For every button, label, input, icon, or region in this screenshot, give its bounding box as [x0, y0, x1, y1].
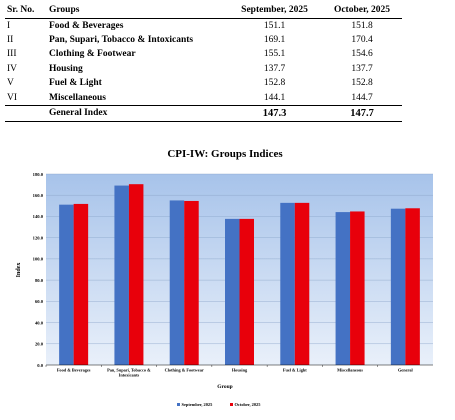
y-tick-label: 160.0	[33, 193, 44, 198]
x-axis-label: Group	[217, 384, 233, 390]
row-sr: II	[7, 35, 14, 46]
row-group: Clothing & Footwear	[49, 49, 136, 60]
x-tick-label: Intoxicants	[119, 373, 140, 378]
row-october-value: 144.7	[351, 92, 373, 103]
legend: September, 2025 October, 2025	[177, 402, 261, 407]
x-tick-label: Pan, Supari, Tobacco &	[107, 368, 151, 373]
row-september-value: 151.1	[263, 20, 286, 31]
total-sr	[5, 105, 47, 122]
row-sr: III	[7, 49, 17, 60]
table-row: III Clothing & Footwear 155.1 154.6	[5, 48, 402, 62]
bar-september	[280, 202, 295, 365]
bar-october	[294, 202, 310, 365]
row-group: Housing	[49, 63, 83, 74]
bar-september	[225, 218, 240, 365]
x-axis-ticks: Food & Beverages Pan, Supari, Tobacco &In…	[45, 365, 414, 378]
bar-september	[114, 185, 129, 365]
x-tick-label: Clothing & Footwear	[165, 368, 204, 373]
header-sr-no: Sr. No.	[5, 2, 47, 19]
bar-september	[390, 208, 406, 365]
row-group: Fuel & Light	[49, 78, 102, 89]
total-row: General Index 147.3 147.7	[5, 105, 402, 122]
row-sr: IV	[7, 63, 18, 74]
row-october-value: 152.8	[351, 78, 373, 89]
y-axis-label: Index	[16, 263, 22, 278]
bar-october	[73, 203, 89, 365]
row-september-value: 137.7	[263, 63, 286, 74]
total-october-value: 147.7	[322, 105, 402, 122]
legend-swatch	[177, 403, 180, 406]
row-group: Food & Beverages	[49, 20, 124, 31]
x-tick-label: Food & Beverages	[57, 368, 91, 373]
x-tick-label: Miscellaneous	[337, 368, 363, 373]
x-tick-label: Fuel & Light	[283, 368, 307, 373]
row-october-value: 137.7	[351, 63, 373, 74]
bar-september	[59, 204, 74, 365]
y-axis-ticks: 0.0 20.0 40.0 60.0 80.0 100.0 120.0 140.0 160.0 1…	[33, 172, 44, 368]
row-sr: V	[7, 78, 14, 89]
x-tick-label: Housing	[232, 368, 248, 373]
row-sr: I	[7, 20, 11, 31]
bar-october	[239, 218, 254, 365]
index-table: Sr. No. Groups September, 2025 October, …	[5, 2, 402, 122]
bar-october	[184, 200, 199, 365]
total-september-value: 147.3	[227, 105, 322, 122]
bar-october	[128, 184, 144, 365]
table-row: II Pan, Supari, Tobacco & Intoxicants 16…	[5, 33, 402, 47]
x-tick-label: General	[398, 368, 414, 373]
y-tick-label: 120.0	[33, 235, 44, 240]
bar-september	[335, 212, 351, 365]
legend-label: September, 2025	[182, 402, 214, 407]
bar-october	[405, 208, 420, 365]
y-tick-label: 80.0	[35, 278, 44, 283]
row-october-value: 170.4	[351, 35, 373, 46]
table-row: IV Housing 137.7 137.7	[5, 62, 402, 76]
row-september-value: 144.1	[263, 92, 286, 103]
header-october: October, 2025	[322, 2, 402, 19]
row-october-value: 154.6	[351, 49, 373, 60]
row-september-value: 169.1	[263, 35, 286, 46]
table-row: V Fuel & Light 152.8 152.8	[5, 77, 402, 91]
row-october-value: 151.8	[351, 20, 373, 31]
row-september-value: 152.8	[263, 78, 286, 89]
legend-swatch	[230, 403, 233, 406]
y-tick-label: 0.0	[37, 363, 43, 368]
row-september-value: 155.1	[263, 49, 286, 60]
table-header-row: Sr. No. Groups September, 2025 October, …	[5, 2, 402, 19]
bar-september	[169, 200, 185, 365]
row-group: Miscellaneous	[49, 92, 106, 103]
table-row: I Food & Beverages 151.1 151.8	[5, 19, 402, 34]
row-sr: VI	[7, 92, 18, 103]
total-group: General Index	[47, 105, 227, 122]
y-tick-label: 20.0	[35, 342, 44, 347]
y-tick-label: 180.0	[33, 172, 44, 177]
bars	[59, 184, 420, 365]
header-september: September, 2025	[227, 2, 322, 19]
chart-title: CPI-IW: Groups Indices	[167, 148, 283, 160]
y-tick-label: 40.0	[35, 320, 44, 325]
row-group: Pan, Supari, Tobacco & Intoxicants	[49, 35, 194, 46]
bar-october	[350, 211, 365, 365]
y-tick-label: 140.0	[33, 214, 44, 219]
y-tick-label: 100.0	[33, 257, 44, 262]
table-row: VI Miscellaneous 144.1 144.7	[5, 91, 402, 106]
legend-label: October, 2025	[235, 402, 262, 407]
header-groups: Groups	[47, 2, 227, 19]
y-tick-label: 60.0	[35, 299, 44, 304]
